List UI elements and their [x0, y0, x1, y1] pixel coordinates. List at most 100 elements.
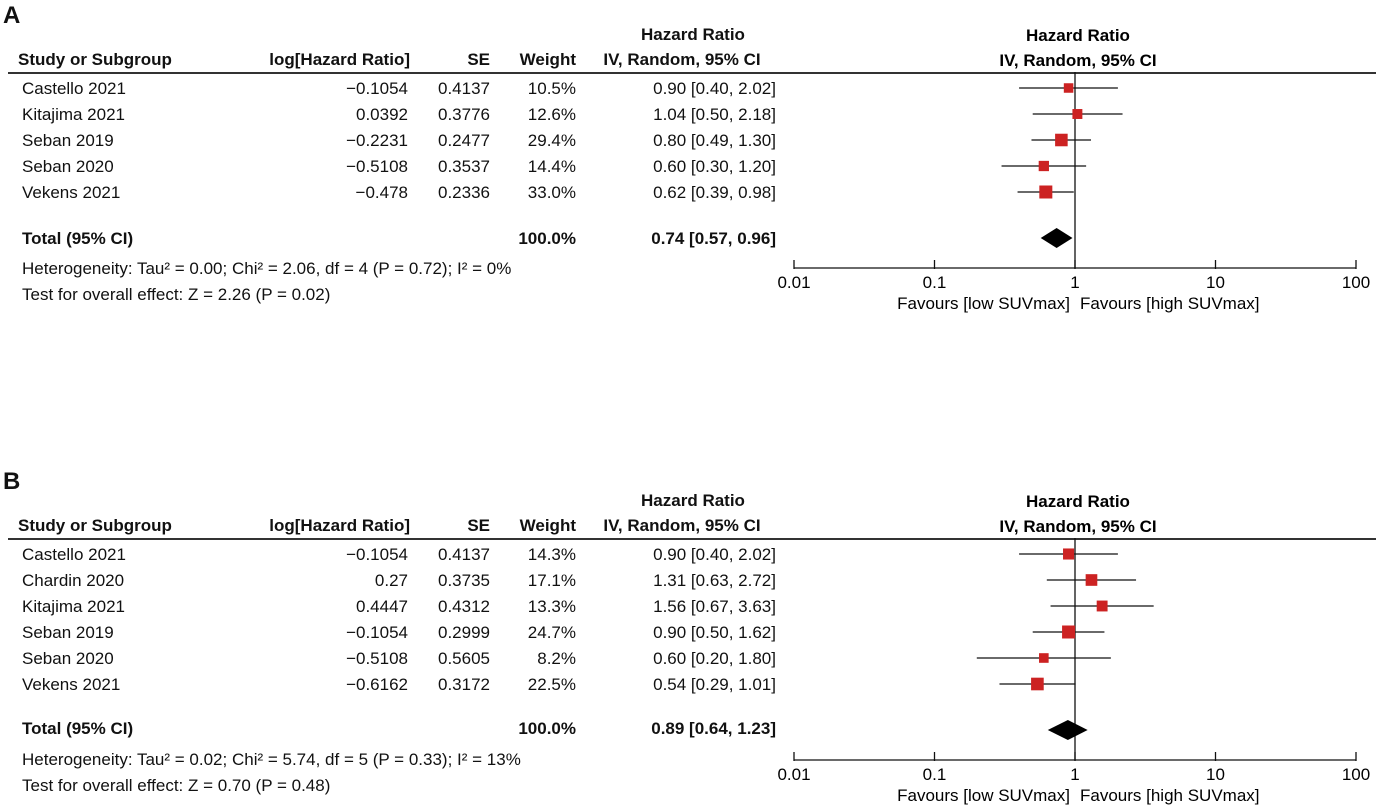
- study-name: Vekens 2021: [22, 183, 121, 202]
- panel-label: A: [3, 2, 21, 29]
- x-axis-tick-label: 1: [1070, 273, 1079, 292]
- study-name: Seban 2019: [22, 623, 114, 642]
- column-header-se: SE: [467, 50, 490, 69]
- ci-value: 0.90 [0.50, 1.62]: [653, 623, 776, 642]
- study-name: Seban 2020: [22, 157, 114, 176]
- x-axis-tick-label: 0.1: [923, 273, 947, 292]
- weight-value: 8.2%: [537, 649, 576, 668]
- column-header-study: Study or Subgroup: [18, 50, 172, 69]
- x-axis-tick-label: 10: [1206, 765, 1225, 784]
- ci-value: 0.80 [0.49, 1.30]: [653, 131, 776, 150]
- study-marker: [1031, 677, 1044, 691]
- x-axis-tick-label: 0.01: [777, 273, 810, 292]
- x-axis-tick-label: 100: [1342, 273, 1370, 292]
- panel-label: B: [3, 468, 21, 495]
- column-header-hr-method: IV, Random, 95% CI: [603, 516, 761, 535]
- log-hr-value: 0.27: [374, 571, 408, 590]
- favours-right-label: Favours [high SUVmax]: [1080, 294, 1260, 313]
- x-axis-tick-label: 0.01: [777, 765, 810, 784]
- log-hr-value: 0.0392: [356, 105, 408, 124]
- plot-subtitle: IV, Random, 95% CI: [999, 51, 1156, 70]
- weight-value: 24.7%: [527, 623, 576, 642]
- log-hr-value: −0.5108: [346, 157, 408, 176]
- x-axis-tick-label: 10: [1206, 273, 1225, 292]
- column-header-se: SE: [467, 516, 490, 535]
- total-ci: 0.74 [0.57, 0.96]: [651, 229, 776, 248]
- column-header-hazard-ratio: Hazard Ratio: [641, 25, 745, 44]
- weight-value: 10.5%: [527, 79, 576, 98]
- weight-value: 12.6%: [527, 105, 576, 124]
- overall-effect-text: Test for overall effect: Z = 0.70 (P = 0…: [22, 776, 331, 795]
- total-weight: 100.0%: [518, 719, 576, 738]
- favours-left-label: Favours [low SUVmax]: [897, 786, 1070, 805]
- forest-plot-chart: Hazard Ratio IV, Random, 95% CI 0.01 0.1 1…: [777, 492, 1370, 805]
- ci-value: 0.90 [0.40, 2.02]: [653, 79, 776, 98]
- heterogeneity-text: Heterogeneity: Tau² = 0.00; Chi² = 2.06,…: [22, 259, 512, 278]
- study-marker: [1085, 574, 1098, 586]
- overall-effect-text: Test for overall effect: Z = 2.26 (P = 0…: [22, 285, 331, 304]
- ci-value: 1.04 [0.50, 2.18]: [653, 105, 776, 124]
- log-hr-value: −0.6162: [346, 675, 408, 694]
- se-value: 0.5605: [438, 649, 490, 668]
- total-label: Total (95% CI): [22, 719, 134, 738]
- column-header-hazard-ratio: Hazard Ratio: [641, 491, 745, 510]
- study-marker: [1055, 133, 1068, 147]
- heterogeneity-text: Heterogeneity: Tau² = 0.02; Chi² = 5.74,…: [22, 750, 521, 769]
- se-value: 0.2999: [438, 623, 490, 642]
- study-name: Seban 2019: [22, 131, 114, 150]
- x-axis-tick-label: 100: [1342, 765, 1370, 784]
- log-hr-value: −0.2231: [346, 131, 408, 150]
- header-rule: [8, 72, 1376, 74]
- se-value: 0.4137: [438, 79, 490, 98]
- study-name: Seban 2020: [22, 649, 114, 668]
- ci-value: 1.31 [0.63, 2.72]: [653, 571, 776, 590]
- forest-plot-panel-a: A Hazard Ratio Study or Subgroup log[Haz…: [0, 0, 1379, 340]
- log-hr-value: −0.1054: [346, 545, 408, 564]
- ci-value: 0.90 [0.40, 2.02]: [653, 545, 776, 564]
- se-value: 0.3537: [438, 157, 490, 176]
- column-header-log-hr: log[Hazard Ratio]: [269, 50, 410, 69]
- plot-subtitle: IV, Random, 95% CI: [999, 517, 1156, 536]
- pooled-diamond: [1047, 720, 1088, 740]
- study-marker: [1038, 160, 1049, 172]
- study-marker: [1063, 83, 1074, 93]
- study-name: Vekens 2021: [22, 675, 121, 694]
- study-name: Castello 2021: [22, 79, 126, 98]
- se-value: 0.3172: [438, 675, 490, 694]
- weight-value: 33.0%: [527, 183, 576, 202]
- se-value: 0.2336: [438, 183, 490, 202]
- study-name: Castello 2021: [22, 545, 126, 564]
- log-hr-value: −0.5108: [346, 649, 408, 668]
- favours-left-label: Favours [low SUVmax]: [897, 294, 1070, 313]
- weight-value: 14.4%: [527, 157, 576, 176]
- total-label: Total (95% CI): [22, 229, 134, 248]
- weight-value: 14.3%: [527, 545, 576, 564]
- se-value: 0.3735: [438, 571, 490, 590]
- ci-value: 0.60 [0.20, 1.80]: [653, 649, 776, 668]
- study-marker: [1062, 625, 1076, 639]
- se-value: 0.2477: [438, 131, 490, 150]
- weight-value: 22.5%: [527, 675, 576, 694]
- ci-value: 0.60 [0.30, 1.20]: [653, 157, 776, 176]
- ci-value: 0.62 [0.39, 0.98]: [653, 183, 776, 202]
- study-name: Kitajima 2021: [22, 597, 126, 616]
- study-name: Kitajima 2021: [22, 105, 126, 124]
- study-marker: [1039, 185, 1053, 199]
- study-marker: [1096, 600, 1108, 612]
- column-header-study: Study or Subgroup: [18, 516, 172, 535]
- study-marker: [1072, 109, 1083, 119]
- ci-value: 0.54 [0.29, 1.01]: [653, 675, 776, 694]
- log-hr-value: 0.4447: [356, 597, 408, 616]
- plot-title: Hazard Ratio: [1026, 26, 1130, 45]
- x-axis-tick-label: 0.1: [923, 765, 947, 784]
- total-weight: 100.0%: [518, 229, 576, 248]
- pooled-diamond: [1040, 228, 1073, 248]
- total-ci: 0.89 [0.64, 1.23]: [651, 719, 776, 738]
- study-marker: [1063, 548, 1075, 560]
- se-value: 0.4137: [438, 545, 490, 564]
- study-marker: [1039, 653, 1049, 663]
- column-header-hr-method: IV, Random, 95% CI: [603, 50, 761, 69]
- ci-value: 1.56 [0.67, 3.63]: [653, 597, 776, 616]
- column-header-weight: Weight: [519, 50, 576, 69]
- log-hr-value: −0.1054: [346, 623, 408, 642]
